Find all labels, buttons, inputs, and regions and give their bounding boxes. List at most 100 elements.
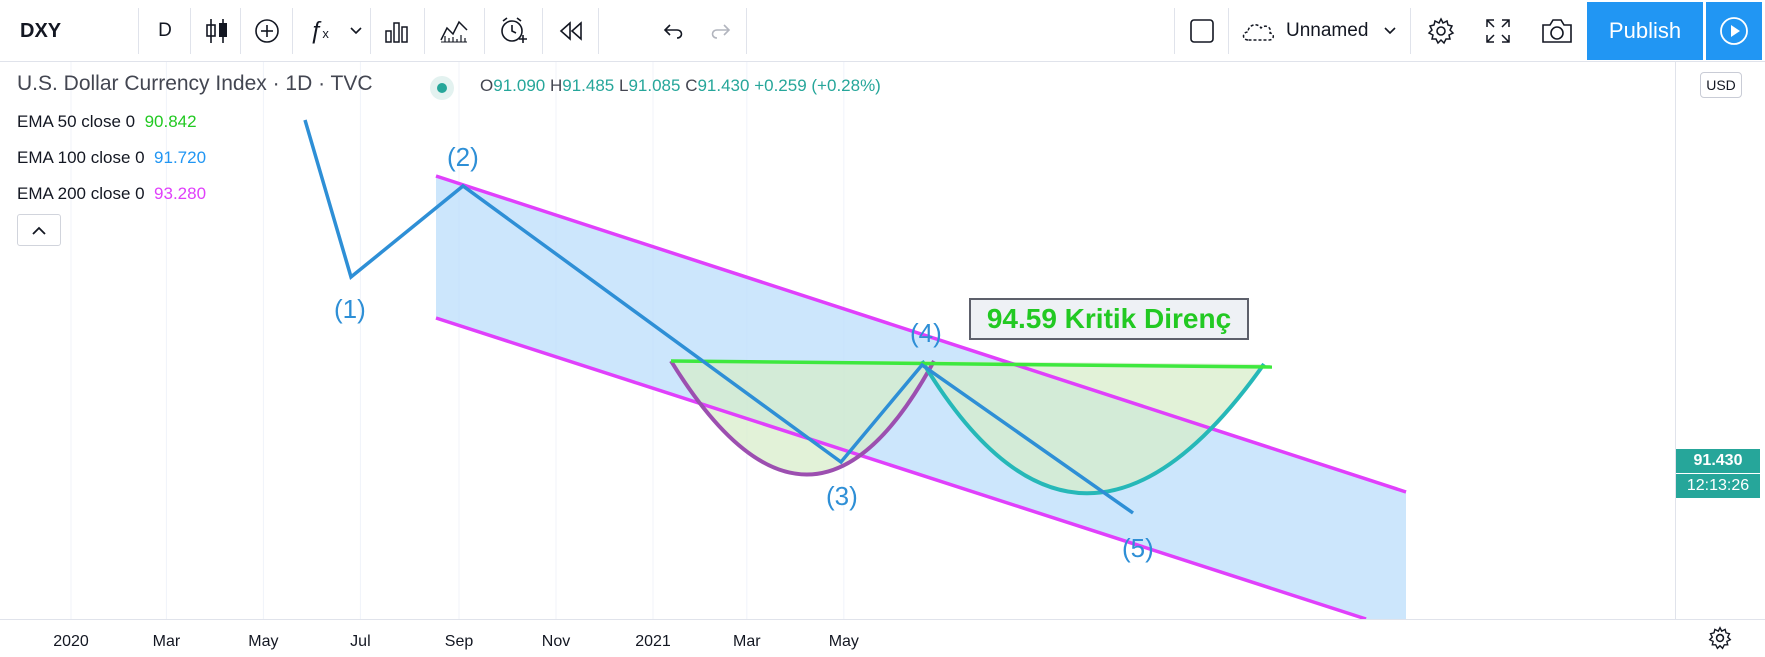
channel-upper-line bbox=[435, 174, 1407, 494]
chart-grid bbox=[70, 62, 845, 619]
replay-button[interactable] bbox=[546, 0, 596, 62]
bar-chart-icon bbox=[385, 22, 408, 43]
market-open-dot bbox=[437, 83, 447, 93]
time-tick-label: Jul bbox=[350, 633, 371, 650]
indicators-button[interactable]: ƒx bbox=[296, 0, 342, 62]
financials-button[interactable] bbox=[374, 0, 420, 62]
divider bbox=[190, 8, 191, 54]
settings-icon bbox=[1427, 17, 1455, 45]
chart-type-button[interactable] bbox=[194, 0, 240, 62]
time-scale-border bbox=[0, 619, 1765, 620]
time-tick-label: May bbox=[248, 633, 279, 650]
chart-settings-button[interactable] bbox=[1706, 624, 1734, 652]
wave-label-1[interactable]: (1) bbox=[334, 294, 366, 324]
divider bbox=[1228, 8, 1229, 54]
symbol-title-text: U.S. Dollar Currency Index · 1D · TVC bbox=[17, 72, 373, 95]
channel-lower-line bbox=[435, 316, 1367, 619]
cloud-icon bbox=[1242, 24, 1274, 41]
market-status-icon[interactable] bbox=[430, 76, 454, 100]
wave-label-2[interactable]: (2) bbox=[447, 142, 479, 172]
ema-50-legend[interactable]: EMA 50 close 0 90.842 bbox=[17, 112, 197, 132]
symbol-title[interactable]: U.S. Dollar Currency Index · 1D · TVC bbox=[17, 72, 373, 96]
high-label: H bbox=[549, 76, 563, 95]
collapse-legend-button[interactable] bbox=[17, 214, 61, 246]
countdown-tag: 12:13:26 bbox=[1676, 474, 1760, 498]
layout-square-icon bbox=[1190, 19, 1214, 43]
symbol-label: DXY bbox=[20, 19, 62, 42]
add-indicator-icon bbox=[255, 19, 279, 43]
replay-icon bbox=[559, 21, 582, 41]
redo-icon bbox=[711, 24, 731, 39]
wave-label-3[interactable]: (3) bbox=[826, 481, 858, 511]
price-chart[interactable] bbox=[0, 62, 1675, 619]
divider bbox=[1174, 8, 1175, 54]
currency-badge[interactable]: USD bbox=[1700, 72, 1742, 98]
ema-200-legend[interactable]: EMA 200 close 0 93.280 bbox=[17, 184, 206, 204]
drawings-foreground bbox=[303, 119, 1407, 619]
cup-right-fill bbox=[922, 361, 1264, 494]
time-tick-label: 2021 bbox=[635, 633, 671, 650]
layout-name: Unnamed bbox=[1286, 20, 1369, 41]
time-tick-label: Mar bbox=[152, 633, 181, 650]
interval-button[interactable]: D bbox=[140, 0, 190, 62]
symbol-search-button[interactable]: DXY bbox=[0, 0, 138, 62]
undo-icon bbox=[663, 24, 683, 39]
ema-label: EMA 100 close 0 bbox=[17, 148, 145, 167]
divider bbox=[598, 8, 599, 54]
time-tick-label: Nov bbox=[541, 633, 571, 650]
ema-value: 93.280 bbox=[154, 184, 207, 203]
last-price-tag: 91.430 bbox=[1676, 449, 1760, 473]
layout-button[interactable] bbox=[1178, 0, 1226, 62]
last-price-text: 91.430 bbox=[1693, 452, 1743, 469]
snapshot-button[interactable] bbox=[1530, 0, 1584, 62]
ohlc-values: O91.090 H91.485 L91.085 C91.430 +0.259 (… bbox=[480, 76, 881, 96]
publish-video-button[interactable] bbox=[1706, 2, 1762, 60]
low-label: L bbox=[618, 76, 629, 95]
divider bbox=[138, 8, 139, 54]
ema-label: EMA 50 close 0 bbox=[17, 112, 136, 131]
low-value: 91.085 bbox=[628, 76, 681, 95]
close-label: C bbox=[685, 76, 698, 95]
play-icon bbox=[1720, 17, 1748, 45]
redo-button[interactable] bbox=[700, 0, 740, 62]
high-value: 91.485 bbox=[562, 76, 615, 95]
fullscreen-button[interactable] bbox=[1472, 0, 1524, 62]
time-tick-label: Sep bbox=[444, 633, 474, 650]
alert-button[interactable] bbox=[488, 0, 540, 62]
resistance-label-text: 94.59 Kritik Direnç bbox=[986, 303, 1232, 334]
resistance-line bbox=[670, 359, 1273, 369]
chevron-down-icon bbox=[350, 27, 362, 35]
ema-100-legend[interactable]: EMA 100 close 0 91.720 bbox=[17, 148, 206, 168]
layout-name-button[interactable]: Unnamed bbox=[1232, 0, 1404, 62]
ema-value: 91.720 bbox=[154, 148, 207, 167]
divider bbox=[484, 8, 485, 54]
currency-text: USD bbox=[1706, 77, 1736, 93]
channel-fill bbox=[436, 176, 1406, 619]
cup-left-fill bbox=[671, 361, 934, 475]
ema-value: 90.842 bbox=[144, 112, 197, 131]
add-indicator-button[interactable] bbox=[244, 0, 290, 62]
open-label: O bbox=[480, 76, 494, 95]
compare-button[interactable] bbox=[428, 0, 480, 62]
settings-button[interactable] bbox=[1414, 0, 1468, 62]
indicators-menu-button[interactable] bbox=[344, 0, 368, 62]
camera-icon bbox=[1542, 19, 1572, 43]
publish-label: Publish bbox=[1608, 18, 1682, 43]
divider bbox=[1410, 8, 1411, 54]
divider bbox=[370, 8, 371, 54]
function-icon: ƒx bbox=[309, 17, 329, 44]
wave-label-4[interactable]: (4) bbox=[910, 318, 942, 348]
resistance-label[interactable]: 94.59 Kritik Direnç bbox=[969, 298, 1249, 340]
divider bbox=[542, 8, 543, 54]
change-value: +0.259 (+0.28%) bbox=[754, 76, 881, 95]
undo-button[interactable] bbox=[654, 0, 694, 62]
countdown-text: 12:13:26 bbox=[1686, 477, 1750, 494]
time-tick-label: May bbox=[828, 633, 859, 650]
compare-icon bbox=[440, 20, 468, 43]
wave-label-5[interactable]: (5) bbox=[1122, 533, 1154, 563]
drawings-background bbox=[436, 176, 1406, 619]
candles-icon bbox=[206, 19, 227, 43]
chevron-down-icon bbox=[1384, 27, 1396, 35]
divider bbox=[240, 8, 241, 54]
publish-button[interactable]: Publish bbox=[1587, 2, 1703, 60]
